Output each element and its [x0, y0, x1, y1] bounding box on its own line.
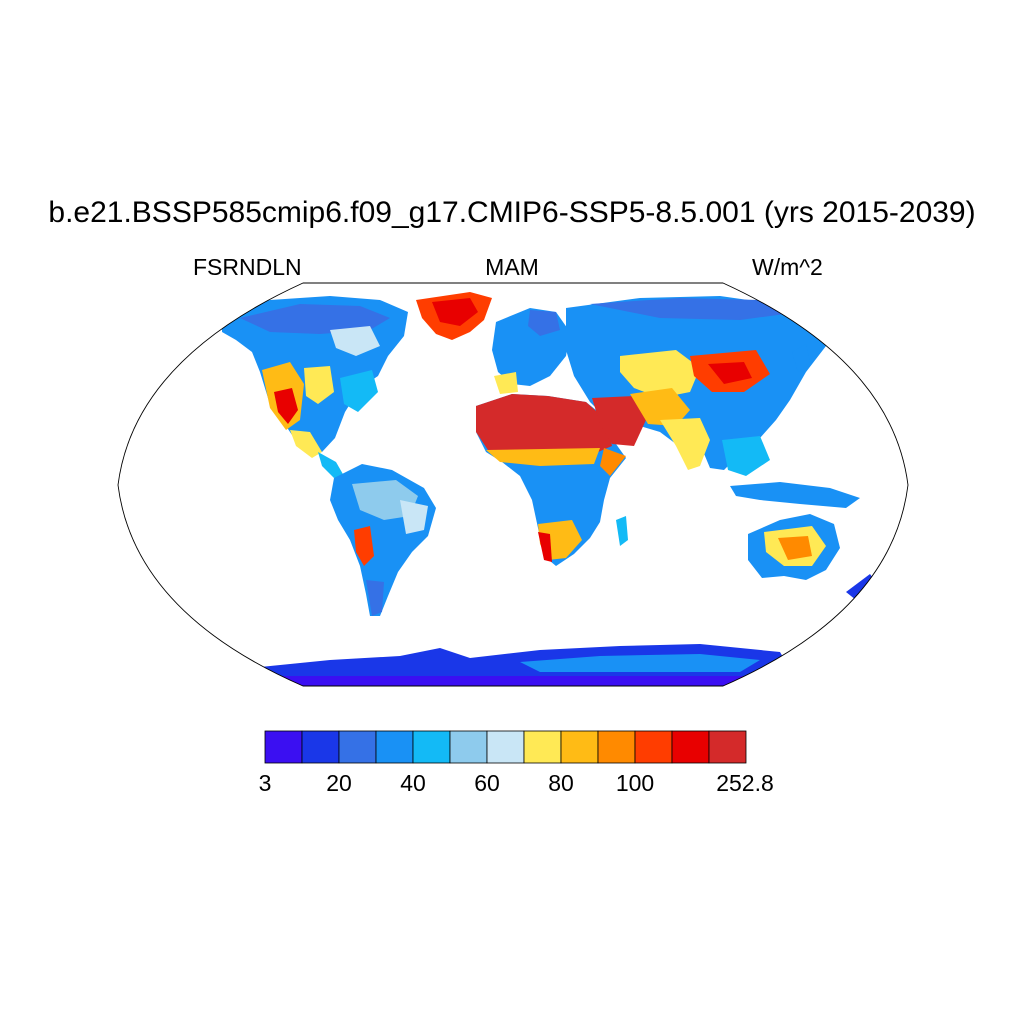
colorbar-box	[375, 730, 414, 764]
central-america	[318, 452, 344, 478]
asia-region	[566, 296, 826, 470]
patagonia	[366, 580, 384, 616]
amazon-basin	[352, 480, 418, 520]
canada-north	[240, 304, 390, 334]
colorbar-box	[523, 730, 562, 764]
map-border	[117, 282, 909, 687]
colorbar-box	[634, 730, 673, 764]
central-asia	[620, 350, 700, 398]
units-label: W/m^2	[752, 254, 823, 280]
antarctica-edge	[240, 676, 800, 686]
japan	[792, 344, 810, 372]
iberia	[494, 372, 518, 394]
colorbar-box	[412, 730, 451, 764]
colorbar-tick-label: 3	[258, 770, 272, 796]
land-field	[222, 292, 876, 686]
colorbar-box	[671, 730, 710, 764]
us-southwest	[274, 388, 298, 424]
gobi-core	[708, 362, 752, 384]
sahel	[486, 448, 600, 466]
colorbar-tick-label: 100	[615, 770, 655, 796]
arabia	[592, 396, 646, 446]
australia-core	[778, 536, 812, 560]
antarctica-plateau	[520, 654, 760, 672]
sahara	[476, 394, 612, 452]
new-zealand	[846, 574, 876, 600]
colorbar-tick-label: 60	[474, 770, 500, 796]
colorbar-box	[301, 730, 340, 764]
india	[660, 418, 710, 470]
colorbar-box	[486, 730, 525, 764]
colorbar-box	[449, 730, 488, 764]
season-label: MAM	[485, 254, 539, 280]
madagascar	[616, 516, 628, 546]
colorbar-box	[264, 730, 303, 764]
colorbar-tick-label: 20	[326, 770, 352, 796]
southeast-asia	[722, 436, 770, 476]
atacama	[354, 526, 374, 566]
colorbar-box	[597, 730, 636, 764]
variable-label: FSRNDLN	[193, 254, 302, 280]
colorbar-tick-label: 40	[400, 770, 426, 796]
colorbar-tick-label: 252.8	[716, 770, 774, 796]
plot-title: b.e21.BSSP585cmip6.f09_g17.CMIP6-SSP5-8.…	[48, 196, 976, 229]
brazil-east	[400, 500, 428, 534]
colorbar-box	[560, 730, 599, 764]
iran-pakistan	[630, 388, 690, 426]
colorbar-tick-label: 80	[548, 770, 574, 796]
hudson-area	[330, 326, 380, 356]
greenland-core	[432, 298, 478, 326]
colorbar	[264, 730, 747, 764]
horn-of-africa	[600, 448, 626, 476]
scandinavia	[528, 310, 560, 336]
colorbar-box	[708, 730, 747, 764]
us-plains	[304, 366, 334, 404]
colorbar-box	[338, 730, 377, 764]
us-east	[340, 370, 378, 412]
mexico	[290, 430, 322, 458]
indonesia	[730, 482, 860, 508]
antarctica-region	[230, 644, 800, 686]
siberia-north	[590, 298, 800, 320]
namib	[538, 532, 552, 562]
